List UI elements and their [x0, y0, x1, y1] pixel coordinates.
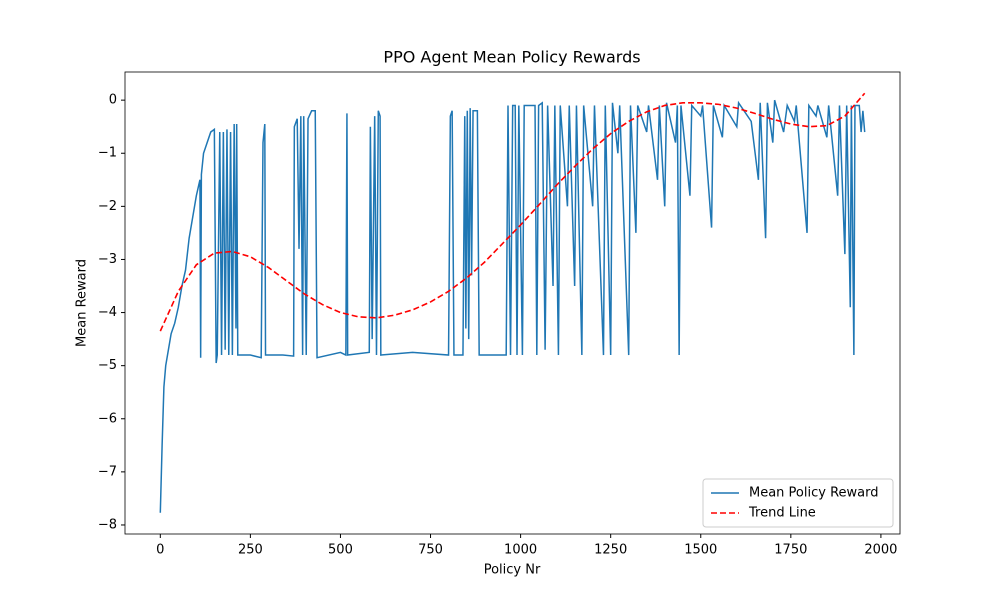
- plot-frame: [124, 71, 901, 535]
- y-tick-label: −7: [98, 464, 117, 479]
- series-line: [159, 92, 866, 332]
- y-tick-label: −3: [98, 252, 117, 267]
- legend-label: Trend Line: [748, 506, 816, 521]
- x-tick-label: 2000: [864, 543, 897, 558]
- x-tick-label: 1250: [594, 543, 627, 558]
- y-tick-label: 0: [109, 93, 117, 108]
- x-tick-label: 750: [418, 543, 443, 558]
- x-tick-label: 500: [328, 543, 353, 558]
- y-tick-label: −1: [98, 146, 117, 161]
- y-axis-label: Mean Reward: [75, 259, 90, 347]
- y-tick-label: −8: [98, 517, 117, 532]
- legend-box: [702, 478, 894, 528]
- y-tick-label: −2: [98, 199, 117, 214]
- x-tick-label: 1000: [504, 543, 537, 558]
- series-line: [159, 99, 866, 513]
- x-tick-label: 1750: [774, 543, 807, 558]
- x-axis-label: Policy Nr: [484, 563, 541, 578]
- x-tick-label: 0: [156, 543, 164, 558]
- y-tick-label: −6: [98, 411, 117, 426]
- x-tick-label: 1500: [684, 543, 717, 558]
- y-tick-label: −5: [98, 358, 117, 373]
- legend-label: Mean Policy Reward: [749, 486, 879, 501]
- y-tick-label: −4: [98, 305, 117, 320]
- x-tick-label: 250: [238, 543, 263, 558]
- chart-title: PPO Agent Mean Policy Rewards: [383, 48, 640, 67]
